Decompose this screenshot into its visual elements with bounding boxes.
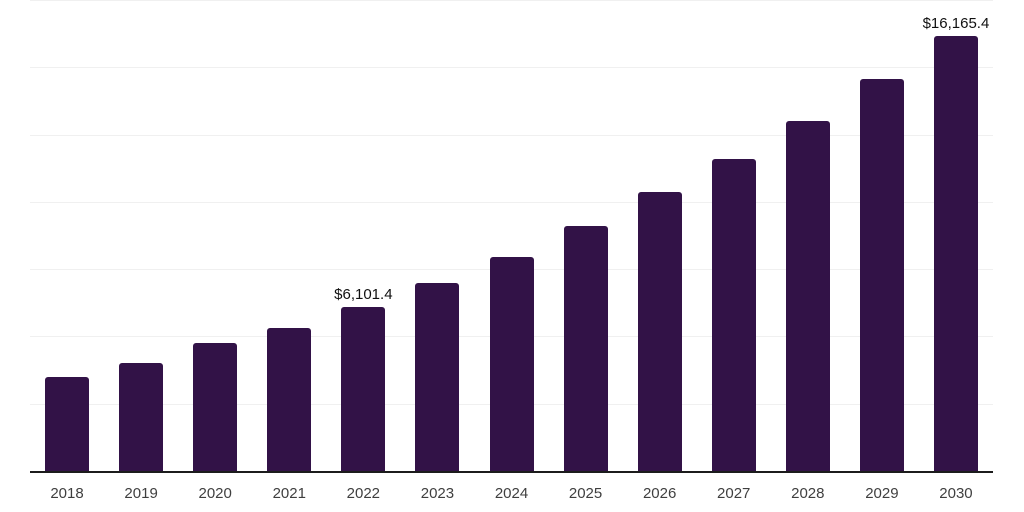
gridline-12500 bbox=[30, 134, 993, 136]
x-tick-label-2025: 2025 bbox=[568, 485, 603, 502]
x-tick-label-2026: 2026 bbox=[642, 485, 677, 502]
gridline-15000 bbox=[30, 67, 993, 69]
bar-2027 bbox=[711, 158, 756, 471]
x-tick-label-2019: 2019 bbox=[124, 485, 158, 502]
plot-area: $6,101.4 $16,165.4 bbox=[30, 0, 993, 471]
bar-2026 bbox=[637, 192, 682, 471]
x-tick-label-2024: 2024 bbox=[494, 485, 529, 502]
bar-2028 bbox=[785, 120, 830, 471]
bar-2019 bbox=[119, 363, 164, 471]
x-tick-label-2018: 2018 bbox=[50, 485, 84, 502]
x-tick-label-2030: 2030 bbox=[939, 485, 973, 502]
data-label-2030: $16,165.4 bbox=[922, 14, 990, 32]
bar-2025 bbox=[563, 225, 608, 471]
bar-2024 bbox=[489, 257, 534, 471]
x-tick-label-2021: 2021 bbox=[272, 485, 306, 502]
bar-2029 bbox=[859, 79, 904, 471]
x-tick-label-2029: 2029 bbox=[865, 485, 899, 502]
bar-2030 bbox=[933, 35, 978, 471]
x-tick-label-2028: 2028 bbox=[791, 485, 825, 502]
x-tick-label-2020: 2020 bbox=[198, 485, 232, 502]
x-tick-label-2023: 2023 bbox=[420, 485, 455, 502]
x-axis-line bbox=[30, 471, 993, 473]
data-label-2022: $6,101.4 bbox=[334, 285, 393, 303]
x-tick-label-2027: 2027 bbox=[717, 485, 751, 502]
bar-2018 bbox=[45, 377, 90, 471]
bar-2022 bbox=[341, 306, 386, 471]
bar-2023 bbox=[415, 283, 460, 471]
bar-2020 bbox=[193, 343, 238, 471]
x-tick-label-2022: 2022 bbox=[346, 485, 381, 502]
gridline-10000 bbox=[30, 201, 993, 203]
bar-2021 bbox=[267, 328, 312, 471]
gridline-17500 bbox=[30, 0, 993, 1]
